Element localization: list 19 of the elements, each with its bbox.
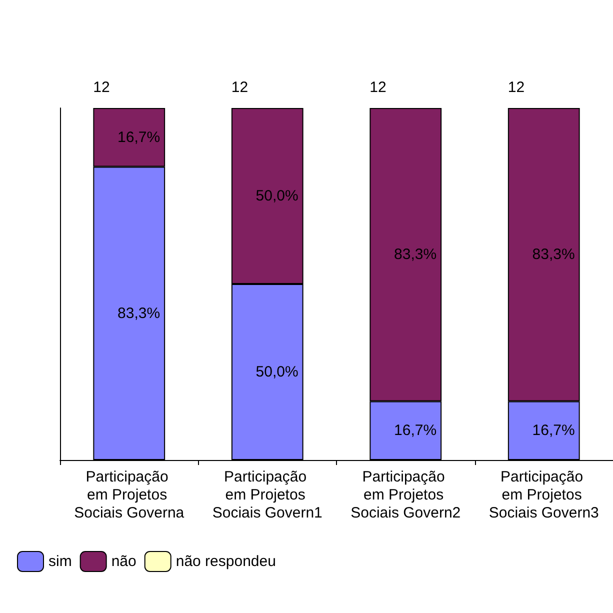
data-label: 83,3%: [394, 246, 437, 264]
data-label: 16,7%: [394, 422, 437, 440]
data-label: 50,0%: [256, 364, 298, 380]
data-label: 16,7%: [532, 422, 575, 440]
legend-label: não: [111, 553, 136, 570]
annotation: 12: [508, 79, 525, 96]
data-label: 83,3%: [118, 304, 160, 322]
x-tick-label: Participação em Projetos Sociais Govern2: [350, 468, 461, 522]
data-label: 16,7%: [118, 128, 160, 146]
annotation: 12: [231, 79, 248, 96]
annotation: 12: [93, 79, 110, 96]
annotation: 12: [370, 79, 386, 96]
x-tick-label: Participação em Projetos Sociais Govern1: [212, 468, 322, 522]
legend-label: sim: [48, 553, 72, 570]
data-label: 50,0%: [256, 188, 298, 204]
data-label: 83,3%: [532, 246, 575, 264]
x-tick-label: Participação em Projetos Sociais Govern3: [488, 468, 599, 522]
x-tick-label: Participação em Projetos Sociais Governa: [74, 468, 185, 522]
legend-label: não respondeu: [176, 553, 276, 570]
